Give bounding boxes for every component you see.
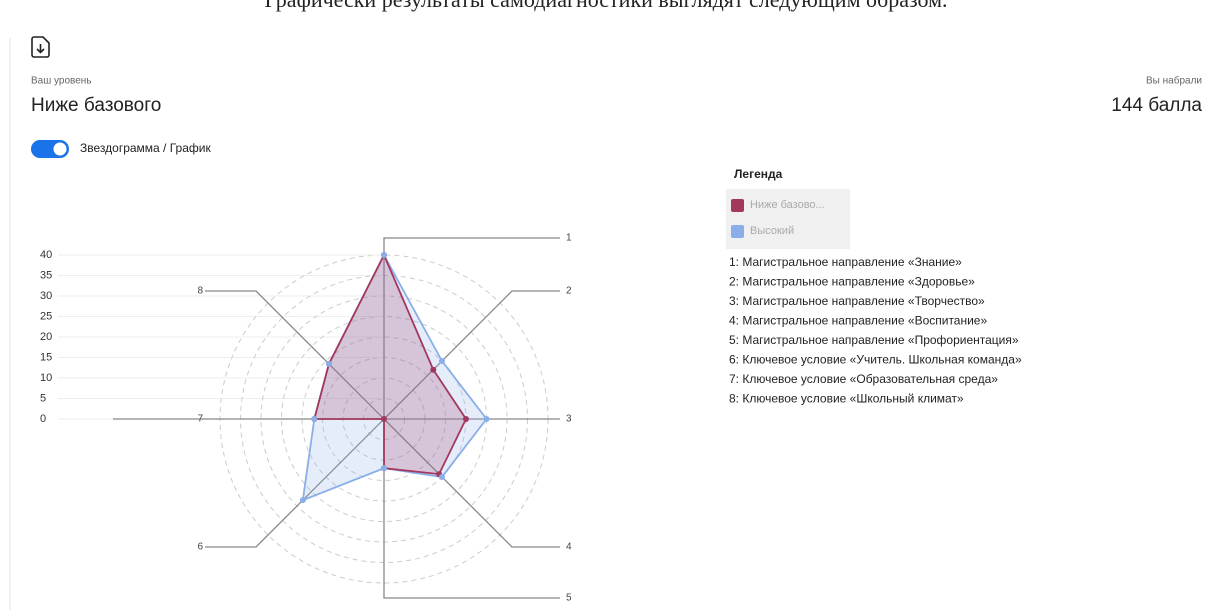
legend-item: 3: Магистральное направление «Творчество…	[729, 294, 985, 308]
legend-title: Легенда	[734, 167, 783, 181]
toggle-knob	[53, 142, 67, 156]
intro-text: Графически результаты самодиагностики вы…	[264, 0, 947, 12]
y-tick-label: 0	[40, 413, 46, 425]
y-tick-label: 15	[40, 351, 52, 363]
legend-item: 4: Магистральное направление «Воспитание…	[729, 314, 987, 328]
legend-swatch	[731, 199, 744, 212]
file-shape	[31, 36, 50, 58]
axis-label: 8	[197, 286, 203, 297]
axis-label: 2	[566, 286, 572, 297]
legend-item: 1: Магистральное направление «Знание»	[729, 255, 962, 269]
y-tick-label: 40	[40, 249, 52, 261]
axis-line	[383, 418, 560, 548]
data-point	[299, 497, 306, 504]
y-tick-label: 10	[40, 372, 52, 384]
download-icon[interactable]	[31, 36, 50, 58]
y-tick-label: 35	[40, 269, 52, 281]
legend-swatch	[731, 225, 744, 238]
y-tick-label: 25	[40, 310, 52, 322]
data-point	[438, 473, 445, 480]
legend-series: Высокий	[750, 225, 794, 237]
legend-item: 7: Ключевое условие «Образовательная сре…	[729, 372, 998, 386]
level-value: Ниже базового	[31, 95, 161, 116]
axis-line	[205, 418, 385, 548]
axis-label: 5	[566, 593, 572, 604]
data-point	[381, 465, 387, 472]
score-value: 144 балла	[1111, 95, 1202, 116]
y-tick-label: 30	[40, 290, 52, 302]
legend-item: 8: Ключевое условие «Школьный климат»	[729, 392, 964, 406]
score-label: Вы набрали	[1146, 75, 1202, 87]
axis-label: 4	[566, 542, 572, 553]
arrow-shape	[36, 44, 45, 54]
data-point	[430, 366, 437, 373]
axis-line	[383, 290, 560, 420]
legend-box	[726, 189, 850, 249]
axis-line	[205, 290, 385, 420]
data-point	[381, 416, 387, 422]
data-point	[311, 416, 318, 422]
toggle[interactable]	[31, 140, 69, 158]
legend-item: 2: Магистральное направление «Здоровье»	[729, 275, 975, 289]
axis-line	[383, 419, 560, 599]
axis-label: 1	[566, 233, 572, 244]
data-point	[438, 358, 445, 365]
data-point	[381, 252, 387, 258]
legend-item: 6: Ключевое условие «Учитель. Школьная к…	[729, 353, 1022, 367]
data-point	[463, 416, 469, 422]
axis-label: 6	[197, 542, 203, 553]
axis-line	[383, 237, 560, 419]
y-tick-label: 5	[40, 392, 46, 404]
data-point	[483, 416, 490, 422]
axis-label: 7	[197, 414, 203, 425]
data-point	[325, 360, 332, 367]
legend-series: Ниже базово...	[750, 199, 825, 211]
legend-item: 5: Магистральное направление «Профориент…	[729, 333, 1019, 347]
axis-label: 3	[566, 414, 572, 425]
y-tick-label: 20	[40, 331, 52, 343]
toggle-label: Звездограмма / График	[80, 141, 211, 155]
level-label: Ваш уровень	[31, 76, 92, 87]
